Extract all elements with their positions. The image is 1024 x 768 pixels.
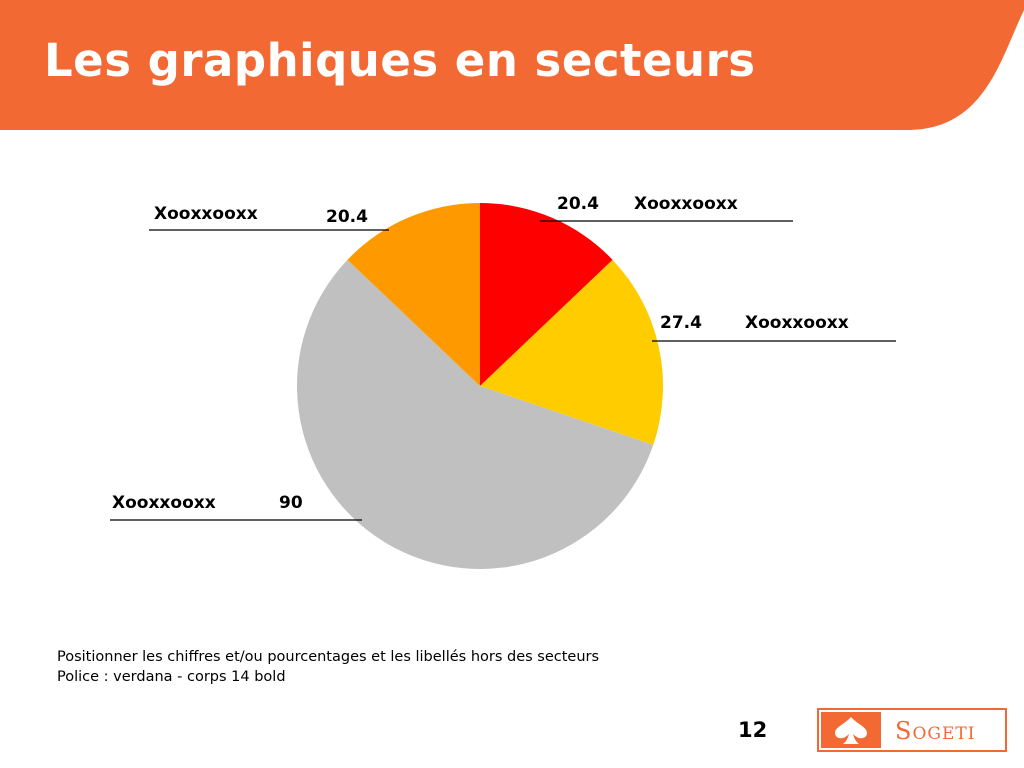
- header-band-shape: [0, 0, 1024, 130]
- slice-2-value-label: 90: [279, 493, 303, 513]
- pie-slice-2: [296, 259, 654, 570]
- slide-title: Les graphiques en secteurs: [44, 34, 756, 87]
- pie-slices: [296, 203, 663, 570]
- sogeti-logo: Sogeti: [817, 708, 1007, 752]
- pie-labels: 20.4 Xooxxooxx 27.4 Xooxxooxx Xooxxooxx …: [110, 194, 896, 521]
- logo-text: Sogeti: [895, 717, 976, 745]
- pie-slice-0: [480, 203, 613, 386]
- header-band: [0, 0, 1024, 130]
- slice-3-value-label: 20.4: [326, 207, 368, 227]
- page-number: 12: [738, 718, 768, 742]
- slice-3-category-label: Xooxxooxx: [154, 204, 258, 224]
- pie-slice-1: [480, 259, 663, 445]
- slice-0-category-label: Xooxxooxx: [634, 194, 738, 214]
- pie-slice-3: [347, 203, 480, 386]
- note-line-2: Police : verdana - corps 14 bold: [57, 669, 286, 685]
- slice-1-value-label: 27.4: [660, 313, 702, 333]
- note-line-1: Positionner les chiffres et/ou pourcenta…: [57, 649, 600, 665]
- spade-icon: [821, 712, 881, 748]
- slice-1-category-label: Xooxxooxx: [745, 313, 849, 333]
- note-block: Positionner les chiffres et/ou pourcenta…: [57, 647, 599, 687]
- slice-0-value-label: 20.4: [557, 194, 599, 214]
- slice-2-category-label: Xooxxooxx: [112, 493, 216, 513]
